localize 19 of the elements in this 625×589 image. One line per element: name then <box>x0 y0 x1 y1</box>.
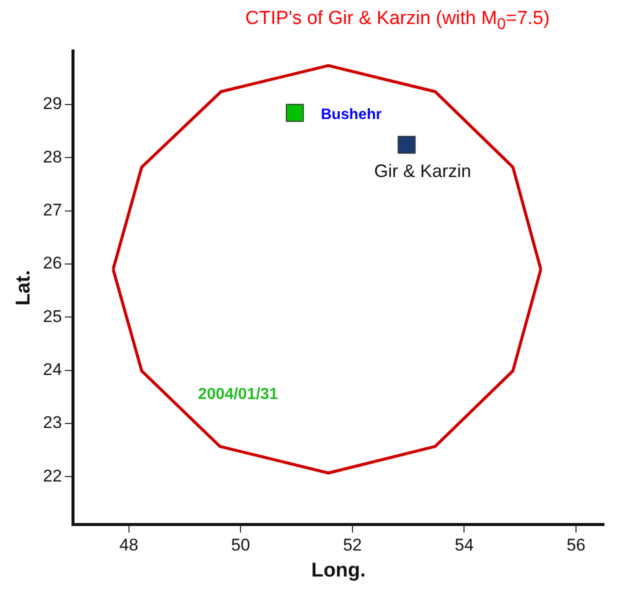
y-tick-label: 26 <box>42 254 62 273</box>
y-tick-label: 27 <box>42 200 62 220</box>
chart-title: CTIP's of Gir & Karzin (with M$_{0}$=7.5) <box>244 8 551 35</box>
y-tick-label: 22 <box>42 466 62 486</box>
series-label: Gir & Karzin <box>374 160 472 181</box>
y-tick-label: 25 <box>42 306 62 326</box>
y-axis-title: Lat. <box>12 270 35 306</box>
y-tick-label: 24 <box>42 360 62 380</box>
x-tick-label: 54 <box>454 535 474 554</box>
y-tick-label: 28 <box>42 147 62 166</box>
annotation: 2004/01/31 <box>198 386 278 404</box>
x-axis-title: Long. <box>311 560 366 582</box>
x-tick-label: 56 <box>566 535 586 554</box>
y-tick-label: 29 <box>42 94 62 114</box>
series-label: Bushehr <box>320 106 382 124</box>
x-tick-label: 50 <box>231 535 250 554</box>
y-tick-label: 23 <box>42 413 62 432</box>
x-tick-label: 52 <box>342 535 362 554</box>
x-tick-label: 48 <box>119 535 138 554</box>
